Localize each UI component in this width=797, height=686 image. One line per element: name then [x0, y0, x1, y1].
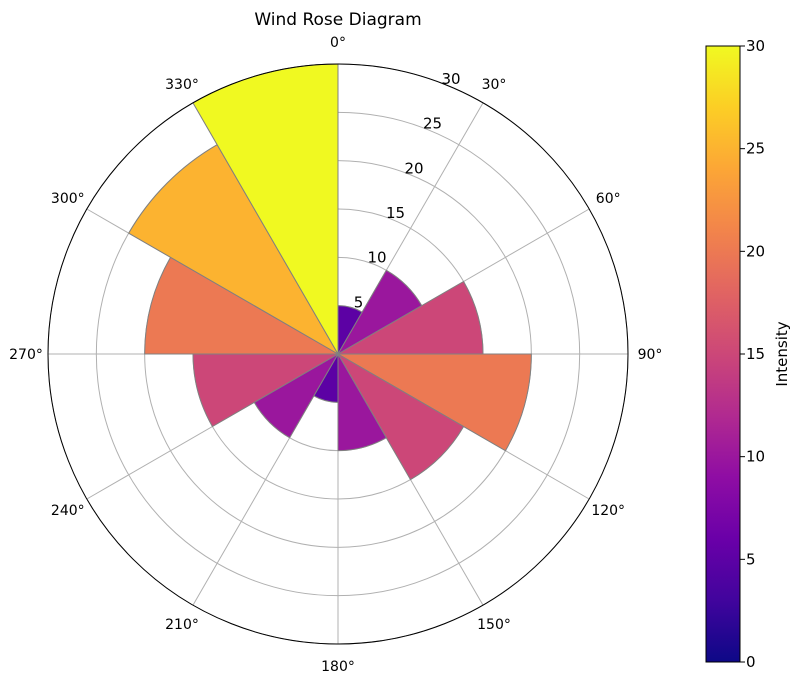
colorbar-tick-label-20: 20 [746, 242, 765, 260]
theta-tick-label-240: 240° [51, 503, 85, 519]
theta-tick-labels: 0° 30° 60° 90° 120° 150° 180° 210° 240° 270° 300° 3… [9, 35, 662, 675]
theta-tick-label-180: 180° [321, 659, 355, 675]
colorbar-tick-label-30: 30 [746, 37, 765, 55]
theta-tick-label-330: 330° [165, 77, 199, 93]
r-tick-label-10: 10 [367, 249, 386, 267]
theta-tick-label-30: 30° [482, 77, 507, 93]
chart-title: Wind Rose Diagram [254, 10, 421, 30]
r-tick-labels: 5 10 15 20 25 30 [354, 70, 461, 311]
colorbar-gradient [705, 45, 741, 663]
theta-tick-label-90: 90° [638, 347, 663, 363]
r-tick-label-20: 20 [404, 159, 423, 177]
bar-120deg [336, 352, 465, 481]
bar-270deg [144, 256, 340, 355]
colorbar-tick-label-25: 25 [746, 140, 765, 158]
polar-frame [47, 63, 629, 645]
colorbar: 0 5 10 15 20 25 30 Intensity [705, 37, 791, 671]
theta-tick-label-60: 60° [596, 191, 621, 207]
r-tick-label-25: 25 [423, 115, 442, 133]
colorbar-tick-label-0: 0 [746, 653, 756, 671]
colorbar-tick-label-10: 10 [746, 448, 765, 466]
colorbar-tick-label-15: 15 [746, 345, 765, 363]
theta-tick-label-270: 270° [9, 347, 43, 363]
r-tick-label-5: 5 [354, 293, 364, 311]
bar-300deg [128, 144, 340, 356]
r-tick-label-15: 15 [386, 204, 405, 222]
theta-tick-label-300: 300° [51, 191, 85, 207]
colorbar-tick-label-5: 5 [746, 550, 756, 568]
bars [128, 63, 532, 481]
bar-90deg [336, 353, 532, 452]
r-tick-label-30: 30 [441, 70, 460, 88]
bar-150deg [337, 352, 388, 452]
theta-tick-label-210: 210° [165, 617, 199, 633]
theta-tick-label-150: 150° [477, 617, 511, 633]
theta-tick-label-0: 0° [330, 35, 346, 51]
colorbar-ticks: 0 5 10 15 20 25 30 [740, 37, 765, 671]
colorbar-label: Intensity [773, 321, 791, 386]
theta-tick-label-120: 120° [591, 503, 625, 519]
